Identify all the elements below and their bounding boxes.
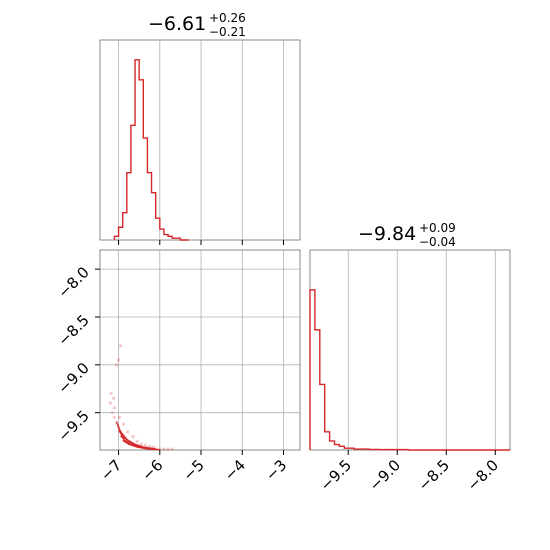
hist2-title-upper: +0.09: [419, 221, 456, 235]
scatter-x-tick-label: −5: [179, 456, 207, 484]
hist2-x-tick-label: −9.0: [366, 456, 404, 494]
scatter-point: [117, 415, 121, 420]
scatter-x-tick-label: −6: [138, 456, 166, 484]
scatter-point: [135, 439, 139, 443]
scatter-grid: [100, 250, 300, 450]
hist1-step-line: [113, 59, 189, 241]
scatter-point: [112, 396, 116, 400]
hist1-title-median: −6.61: [148, 13, 206, 35]
scatter-y-ticks: −8.0 −8.5 −9.0 −9.5: [54, 263, 100, 445]
hist2-title-median: −9.84: [358, 223, 416, 245]
scatter-point: [166, 447, 170, 451]
hist2-x-tick-label: −8.5: [415, 456, 453, 494]
hist1-x-ticks: [118, 240, 285, 245]
hist1-grid: [118, 40, 284, 240]
scatter-y-tick-label: −9.0: [54, 359, 92, 397]
panel-scatter: −7 −6 −5 −4 −3 −8.0 −8.5 −9.0 −9.5: [54, 249, 301, 484]
scatter-point: [112, 406, 117, 410]
hist2-grid: [347, 250, 496, 450]
hist2-title-lower: −0.04: [419, 235, 456, 249]
hist2-x-tick-label: −8.0: [464, 456, 502, 494]
panel-hist-param1-frame: [99, 39, 301, 241]
scatter-x-tick-label: −4: [221, 456, 249, 484]
scatter-x-tick-label: −3: [262, 456, 290, 484]
scatter-point: [152, 445, 156, 449]
scatter-contours: [115, 421, 160, 451]
scatter-point: [131, 435, 135, 439]
scatter-point: [126, 430, 130, 434]
hist2-x-ticks: −9.5 −9.0 −8.5 −8.0: [317, 450, 502, 495]
scatter-point: [112, 415, 117, 420]
scatter-x-tick-label: −7: [97, 456, 125, 484]
scatter-point: [116, 358, 121, 362]
scatter-point: [147, 444, 152, 448]
scatter-x-ticks: −7 −6 −5 −4 −3: [97, 450, 290, 484]
scatter-y-tick-label: −8.5: [54, 311, 92, 349]
hist2-step-line: [309, 289, 510, 451]
scatter-point: [143, 443, 147, 447]
panel-hist-param2-frame: [309, 249, 511, 451]
scatter-point: [139, 442, 143, 446]
scatter-point: [162, 447, 166, 451]
panel-hist-param2: −9.5 −9.0 −8.5 −8.0 −9.84 +0.09 −0.04: [309, 221, 511, 495]
hist1-title-lower: −0.21: [209, 25, 246, 39]
scatter-point: [121, 422, 126, 426]
panel-scatter-frame: [99, 249, 301, 451]
hist2-x-tick-label: −9.5: [317, 456, 355, 494]
scatter-point: [109, 391, 113, 396]
scatter-point: [119, 344, 123, 348]
scatter-point: [108, 401, 112, 405]
scatter-y-tick-label: −9.5: [54, 407, 92, 445]
scatter-point: [114, 363, 119, 367]
scatter-point: [110, 411, 114, 415]
hist1-title-upper: +0.26: [209, 11, 246, 25]
scatter-contour: [122, 439, 154, 451]
panel-hist-param1: −6.61 +0.26 −0.21: [99, 11, 301, 245]
scatter-y-tick-label: −8.0: [54, 263, 92, 301]
scatter-point: [170, 447, 174, 451]
